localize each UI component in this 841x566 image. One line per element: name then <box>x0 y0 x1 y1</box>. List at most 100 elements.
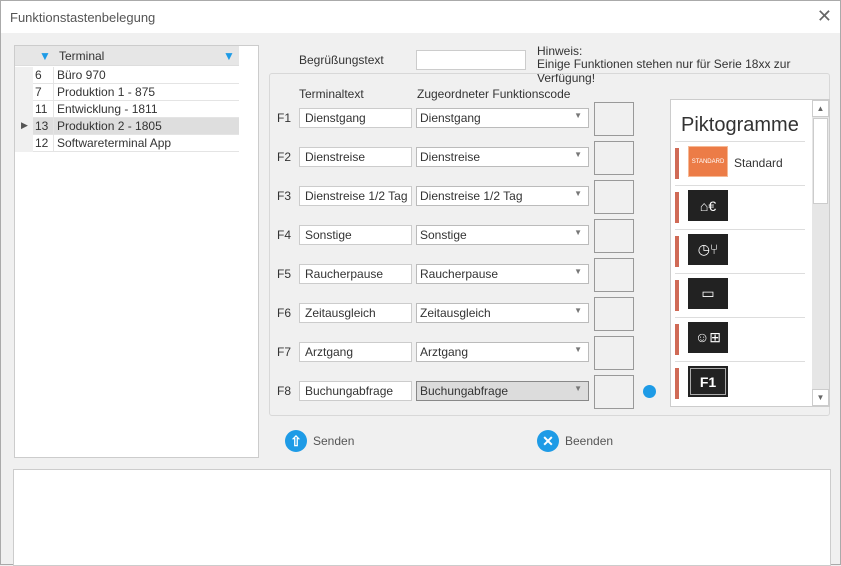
function-code-select[interactable]: Buchungabfrage ▼ <box>416 381 589 401</box>
pictogram-slot[interactable] <box>594 375 634 409</box>
terminal-id: 13 <box>35 119 49 133</box>
table-row[interactable]: 6 Büro 970 <box>15 67 239 84</box>
exit-button[interactable]: ✕ Beenden <box>537 430 613 452</box>
function-key-label: F8 <box>277 384 292 398</box>
terminal-id: 6 <box>35 68 42 82</box>
function-code-select[interactable]: Zeitausgleich ▼ <box>416 303 589 323</box>
pictogram-accent-bar <box>675 324 679 355</box>
terminal-name: Produktion 2 - 1805 <box>57 119 162 133</box>
selection-dot-indicator <box>643 385 656 398</box>
terminal-name: Büro 970 <box>57 68 106 82</box>
pictogram-slot[interactable] <box>594 102 634 136</box>
terminal-text-input[interactable]: Buchungabfrage <box>299 381 412 401</box>
pictogram-title: Piktogramme <box>681 114 799 136</box>
chevron-down-icon: ▼ <box>574 306 582 315</box>
selected-value: Raucherpause <box>420 267 499 281</box>
terminal-name: Softwareterminal App <box>57 136 172 150</box>
pictogram-list: Piktogramme STANDARD Standard ⌂€ ◷⑂ ▭ ☺⊞… <box>670 99 830 407</box>
briefcase-icon: ▭ <box>688 278 728 309</box>
pictogram-slot[interactable] <box>594 141 634 175</box>
terminal-text-input[interactable]: Sonstige <box>299 225 412 245</box>
row-cells <box>33 84 239 101</box>
terminal-text-input[interactable]: Dienstreise 1/2 Tag <box>299 186 412 206</box>
row-selector[interactable]: ▶ <box>15 118 33 135</box>
terminal-text-input[interactable]: Raucherpause <box>299 264 412 284</box>
scroll-thumb[interactable] <box>813 118 828 204</box>
selected-value: Dienstgang <box>420 111 481 125</box>
selected-value: Arztgang <box>420 345 469 359</box>
pictogram-slot[interactable] <box>594 258 634 292</box>
filter-icon[interactable]: ▼ <box>39 49 51 63</box>
table-row[interactable]: ▶ 13 Produktion 2 - 1805 <box>15 118 239 135</box>
scroll-up-icon[interactable]: ▲ <box>812 100 829 117</box>
table-row[interactable]: 7 Produktion 1 - 875 <box>15 84 239 101</box>
grid-header: ▼ Terminal ▼ <box>15 46 239 66</box>
row-selector[interactable] <box>15 67 33 84</box>
pictogram-accent-bar <box>675 236 679 267</box>
terminal-grid: ▼ Terminal ▼ 6 Büro 970 7 Produktion 1 -… <box>14 45 259 458</box>
function-key-label: F6 <box>277 306 292 320</box>
function-code-select[interactable]: Dienstreise 1/2 Tag ▼ <box>416 186 589 206</box>
send-label: Senden <box>313 434 355 448</box>
function-key-label: F2 <box>277 150 292 164</box>
terminal-id: 7 <box>35 85 42 99</box>
chevron-down-icon: ▼ <box>574 267 582 276</box>
terminal-text-input[interactable]: Arztgang <box>299 342 412 362</box>
row-cells <box>33 118 239 135</box>
window-title: Funktionstastenbelegung <box>10 10 156 25</box>
scroll-down-icon[interactable]: ▼ <box>812 389 829 406</box>
pictogram-item[interactable]: ☺⊞ <box>675 317 805 361</box>
pictogram-slot[interactable] <box>594 297 634 331</box>
person-plus-icon: ☺⊞ <box>688 322 728 353</box>
scrollbar[interactable]: ▲ ▼ <box>812 100 829 406</box>
terminal-text-input[interactable]: Dienstgang <box>299 108 412 128</box>
log-area[interactable] <box>13 469 831 566</box>
table-row[interactable]: 11 Entwicklung - 1811 <box>15 101 239 118</box>
clock-coffee-cutlery-icon: ◷⑂ <box>688 234 728 265</box>
column-header-terminal[interactable]: Terminal <box>59 49 105 63</box>
row-selector[interactable] <box>15 84 33 101</box>
row-selector[interactable] <box>15 135 33 152</box>
terminal-text-input[interactable]: Zeitausgleich <box>299 303 412 323</box>
pictogram-item[interactable]: STANDARD Standard <box>675 141 805 185</box>
row-selector[interactable] <box>15 101 33 118</box>
function-code-select[interactable]: Raucherpause ▼ <box>416 264 589 284</box>
terminal-text-input[interactable]: Dienstreise <box>299 147 412 167</box>
terminal-id: 12 <box>35 136 49 150</box>
chevron-down-icon: ▼ <box>574 228 582 237</box>
close-icon[interactable]: ✕ <box>816 6 832 26</box>
building-euro-icon: ⌂€ <box>688 190 728 221</box>
hint-title: Hinweis: <box>537 44 583 58</box>
chevron-down-icon: ▼ <box>574 345 582 354</box>
pictogram-accent-bar <box>675 148 679 179</box>
pictogram-slot[interactable] <box>594 180 634 214</box>
exit-label: Beenden <box>565 434 614 448</box>
f1-key-icon: F1 <box>688 366 728 397</box>
pictogram-slot[interactable] <box>594 219 634 253</box>
function-code-select[interactable]: Dienstgang ▼ <box>416 108 589 128</box>
column-terminaltext: Terminaltext <box>299 87 364 101</box>
column-code: Zugeordneter Funktionscode <box>417 87 571 101</box>
filter-icon[interactable]: ▼ <box>223 49 235 63</box>
close-circle-icon: ✕ <box>537 430 559 452</box>
row-cells <box>33 67 239 84</box>
function-code-select[interactable]: Arztgang ▼ <box>416 342 589 362</box>
greeting-input[interactable] <box>416 50 526 70</box>
pictogram-item[interactable]: ◷⑂ <box>675 229 805 273</box>
pictogram-item[interactable]: ⌂€ <box>675 185 805 229</box>
row-cells <box>33 101 239 118</box>
pictogram-item[interactable]: ▭ <box>675 273 805 317</box>
function-code-select[interactable]: Sonstige ▼ <box>416 225 589 245</box>
pictogram-item[interactable]: F1 <box>675 361 805 405</box>
pictogram-slot[interactable] <box>594 336 634 370</box>
function-key-label: F4 <box>277 228 292 242</box>
table-row[interactable]: 12 Softwareterminal App <box>15 135 239 152</box>
chevron-down-icon: ▼ <box>574 384 582 393</box>
selected-value: Dienstreise <box>420 150 481 164</box>
standard-pictogram-icon: STANDARD <box>688 146 728 177</box>
function-code-select[interactable]: Dienstreise ▼ <box>416 147 589 167</box>
pictogram-label: Standard <box>734 156 783 170</box>
chevron-down-icon: ▼ <box>574 189 582 198</box>
send-button[interactable]: ⇧ Senden <box>285 430 354 452</box>
